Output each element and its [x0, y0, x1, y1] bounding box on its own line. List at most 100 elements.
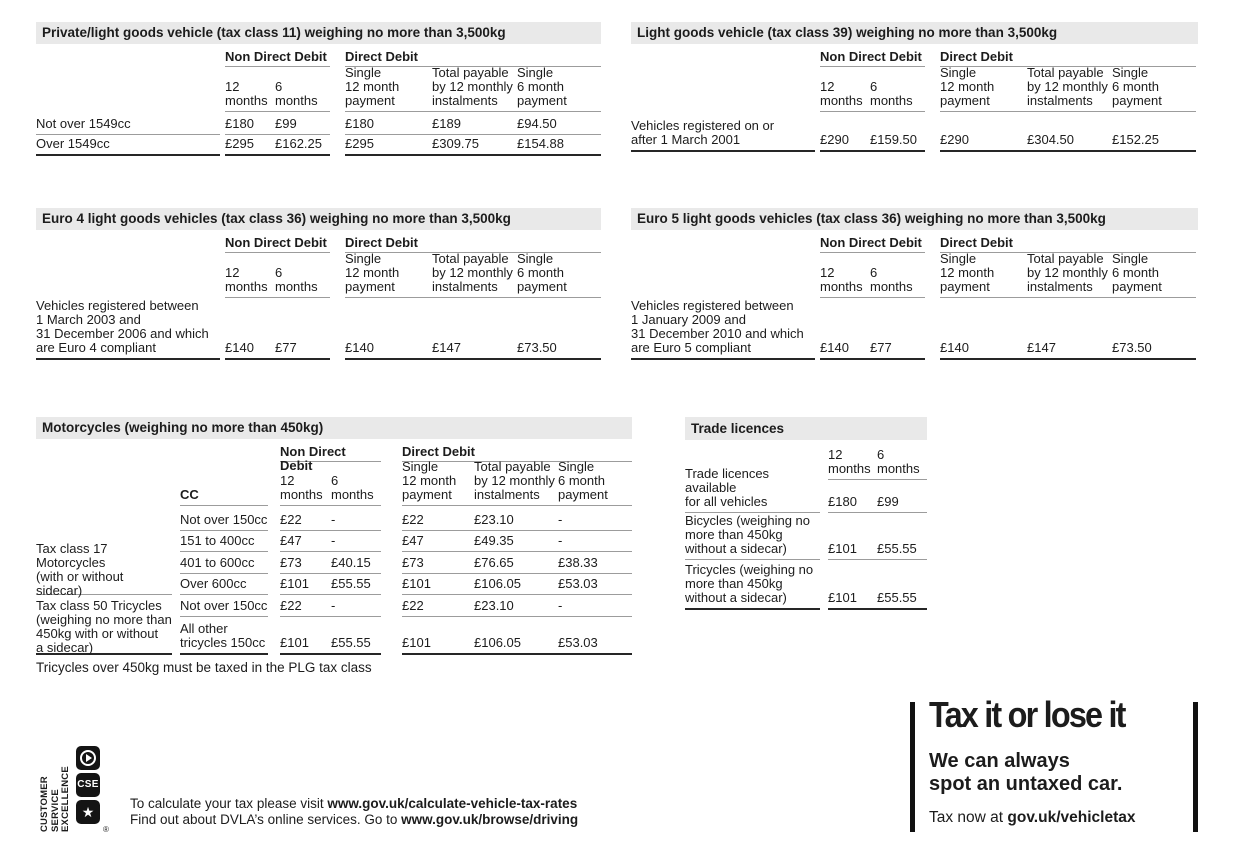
non-direct-debit-header: Non Direct Debit [225, 50, 330, 67]
row-label: Over 1549cc [36, 137, 220, 156]
col-6-months: 6 months [870, 266, 925, 298]
group-header-row: Non Direct Debit Direct Debit [631, 236, 1198, 253]
non-direct-debit-header: Non Direct Debit [820, 236, 925, 253]
cse-badges: CSE ★ [76, 746, 100, 827]
value-cell: £101 [280, 636, 331, 655]
spacer [381, 445, 402, 462]
value-cell: £99 [877, 495, 927, 513]
table-row: 151 to 400cc £47 - £47 £49.35 - [180, 531, 632, 552]
value-cell: £101 [280, 577, 331, 595]
tax-class-labels: Tax class 17 Motorcycles (with or withou… [36, 506, 180, 655]
value-cell: - [331, 513, 381, 531]
row-label: Not over 1549cc [36, 117, 220, 135]
table-light-goods: Light goods vehicle (tax class 39) weigh… [631, 22, 1198, 152]
table-motorcycles: Motorcycles (weighing no more than 450kg… [36, 417, 632, 675]
col-total-12-monthly: Total payable by 12 monthly instalments [432, 66, 517, 112]
col-total-12-monthly: Total payable by 12 monthly instalments [474, 460, 558, 506]
value-cell: £22 [280, 599, 331, 617]
value-cell: £23.10 [474, 599, 558, 617]
table-row: Tricycles (weighing no more than 450kg w… [685, 560, 927, 610]
spacer [330, 50, 345, 67]
col-12-months: 12 months [828, 448, 877, 480]
cse-vertical-text: CUSTOMER SERVICE EXCELLENCE [39, 766, 71, 832]
promo-left-bar [910, 702, 915, 832]
registered-mark: ® [103, 825, 109, 834]
footer-links: To calculate your tax please visit www.g… [130, 796, 578, 827]
value-cell: £309.75 [432, 137, 517, 156]
value-cell: £180 [345, 117, 432, 135]
tax-it-or-lose-it-promo: Tax it or lose it We can always spot an … [910, 695, 1198, 833]
star-icon: ★ [81, 804, 95, 820]
direct-debit-header: Direct Debit [940, 50, 1196, 67]
column-header-row: 12 months 6 months Single 12 month payme… [631, 252, 1198, 298]
value-cell: £162.25 [275, 137, 330, 156]
value-cell: £180 [828, 495, 877, 513]
value-cell: £73 [280, 556, 331, 574]
spacer [36, 445, 280, 462]
spacer [925, 236, 940, 253]
column-header-row: 12 months 6 months Single 12 month payme… [631, 66, 1198, 112]
table-title: Private/light goods vehicle (tax class 1… [36, 22, 601, 44]
star-badge: ★ [76, 800, 100, 824]
non-direct-debit-header: Non Direct Debit [280, 445, 381, 472]
table-title: Motorcycles (weighing no more than 450kg… [36, 417, 632, 439]
row-label: Bicycles (weighing no more than 450kg wi… [685, 514, 820, 560]
online-services-prefix: Find out about DVLA’s online services. G… [130, 811, 402, 827]
value-cell: £47 [402, 534, 474, 552]
non-direct-debit-header: Non Direct Debit [820, 50, 925, 67]
direct-debit-header: Direct Debit [345, 50, 601, 67]
rate-rows: Not over 150cc £22 - £22 £23.10 - 151 to… [180, 506, 632, 655]
value-cell: £101 [828, 542, 877, 560]
table-title: Trade licences [685, 417, 927, 440]
col-single-12-month: Single 12 month payment [345, 252, 432, 298]
promo-cta: Tax now at gov.uk/vehicletax [929, 809, 1136, 827]
column-header-row: CC 12 months 6 months Single 12 month pa… [36, 460, 632, 506]
row-label: Trade licences available for all vehicle… [685, 467, 820, 513]
col-12-months: 12 months [225, 266, 275, 298]
col-cc: CC [180, 488, 268, 506]
value-cell: £304.50 [1027, 133, 1112, 152]
value-cell: £159.50 [870, 133, 925, 152]
col-single-6-month: Single 6 month payment [558, 460, 632, 506]
table-private-light-goods: Private/light goods vehicle (tax class 1… [36, 22, 601, 156]
spacer [631, 236, 820, 253]
value-cell: £94.50 [517, 117, 601, 135]
cc-label: 151 to 400cc [180, 534, 268, 552]
cse-badge-label: CSE [77, 778, 99, 790]
table-row: Over 600cc £101 £55.55 £101 £106.05 £53.… [180, 574, 632, 595]
promo-cta-url: gov.uk/vehicletax [1007, 809, 1136, 826]
column-header-row: 12 months 6 months [685, 440, 927, 480]
table-euro5-light-goods: Euro 5 light goods vehicles (tax class 3… [631, 208, 1198, 360]
value-cell: £189 [432, 117, 517, 135]
group-header-row: Non Direct Debit Direct Debit [36, 236, 601, 253]
col-single-12-month: Single 12 month payment [345, 66, 432, 112]
value-cell: £140 [820, 341, 870, 360]
value-cell: £55.55 [331, 577, 381, 595]
table-row: Over 1549cc £295 £162.25 £295 £309.75 £1… [36, 135, 601, 156]
value-cell: £295 [225, 137, 275, 156]
value-cell: £22 [280, 513, 331, 531]
value-cell: £106.05 [474, 636, 558, 655]
col-total-12-monthly: Total payable by 12 monthly instalments [1027, 252, 1112, 298]
col-total-12-monthly: Total payable by 12 monthly instalments [1027, 66, 1112, 112]
value-cell: £140 [225, 341, 275, 360]
value-cell: £152.25 [1112, 133, 1196, 152]
table-row: Not over 1549cc £180 £99 £180 £189 £94.5… [36, 112, 601, 135]
value-cell: £55.55 [877, 542, 927, 560]
calculate-tax-url: www.gov.uk/calculate-vehicle-tax-rates [327, 796, 578, 811]
spacer [36, 50, 225, 67]
table-row: Vehicles registered between 1 January 20… [631, 298, 1198, 360]
col-12-months: 12 months [225, 80, 275, 112]
col-12-months: 12 months [820, 80, 870, 112]
direct-debit-header: Direct Debit [345, 236, 601, 253]
value-cell: - [558, 513, 632, 531]
table-trade-licences: Trade licences 12 months 6 months Trade … [685, 417, 927, 610]
value-cell: - [331, 534, 381, 552]
value-cell: £23.10 [474, 513, 558, 531]
col-6-months: 6 months [870, 80, 925, 112]
value-cell: £154.88 [517, 137, 601, 156]
promo-right-bar [1193, 702, 1198, 832]
value-cell: £140 [345, 341, 432, 360]
promo-subtext: We can always spot an untaxed car. [929, 750, 1123, 795]
